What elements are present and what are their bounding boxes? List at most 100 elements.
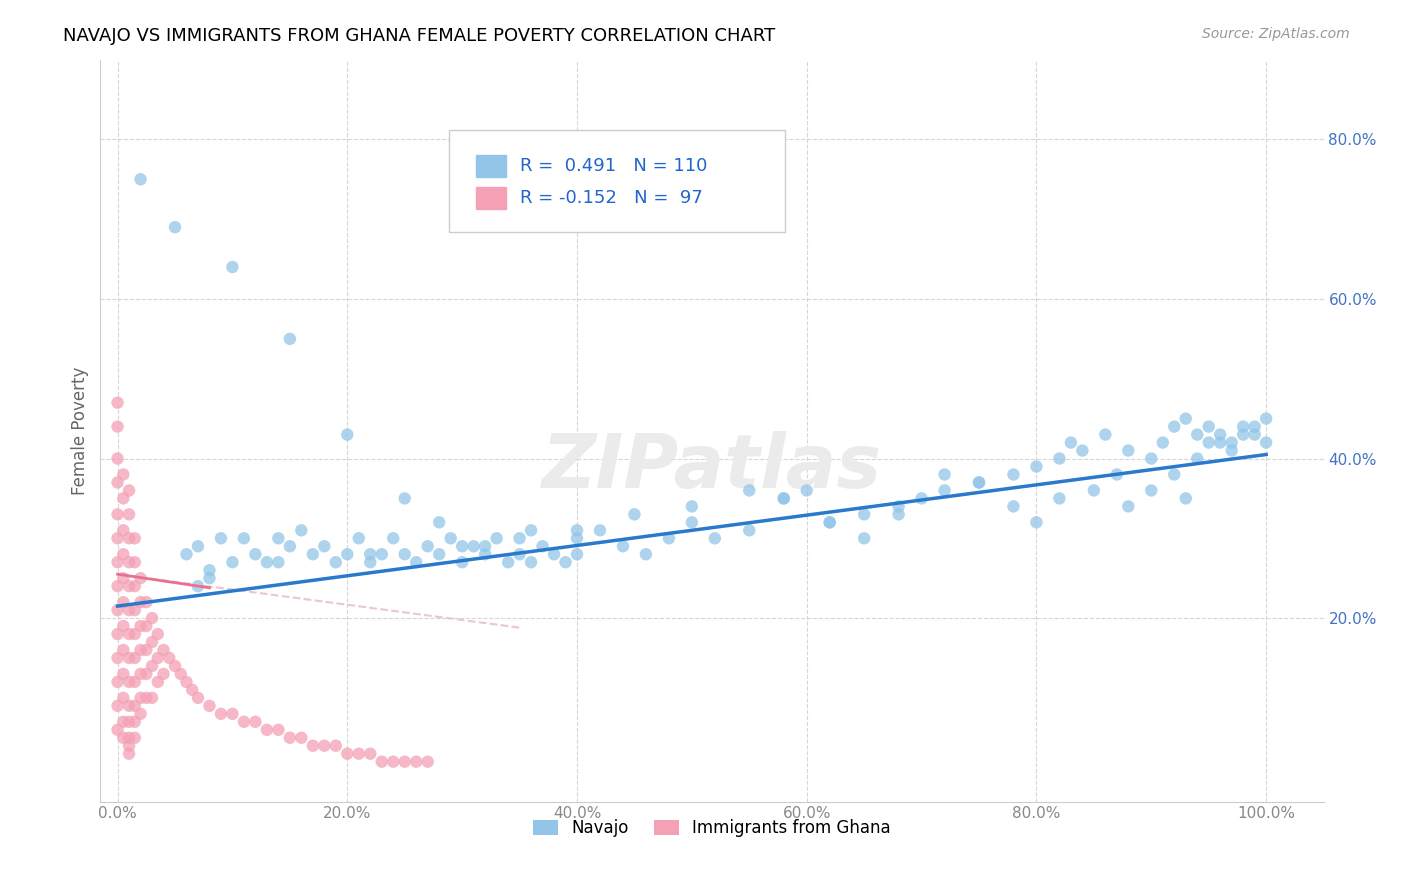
Point	[118, 531, 141, 545]
Point	[612, 539, 634, 553]
Legend: Navajo, Immigrants from Ghana: Navajo, Immigrants from Ghana	[524, 811, 898, 846]
Point	[124, 698, 146, 713]
Point	[107, 475, 129, 490]
Point	[394, 491, 416, 506]
Text: Source: ZipAtlas.com: Source: ZipAtlas.com	[1202, 27, 1350, 41]
Point	[509, 547, 531, 561]
Point	[124, 731, 146, 745]
Point	[336, 747, 359, 761]
Point	[232, 714, 254, 729]
Point	[118, 714, 141, 729]
Point	[107, 419, 129, 434]
Point	[474, 539, 496, 553]
Point	[336, 547, 359, 561]
Point	[405, 755, 427, 769]
Point	[1140, 483, 1163, 498]
Point	[129, 667, 152, 681]
Point	[1025, 516, 1047, 530]
Point	[910, 491, 932, 506]
Point	[278, 731, 301, 745]
Point	[278, 332, 301, 346]
Point	[658, 531, 681, 545]
Point	[107, 579, 129, 593]
Point	[118, 739, 141, 753]
Point	[112, 690, 135, 705]
Point	[187, 539, 209, 553]
Point	[818, 516, 841, 530]
Point	[1220, 435, 1243, 450]
Point	[129, 619, 152, 633]
Point	[1243, 427, 1265, 442]
Point	[124, 651, 146, 665]
Point	[146, 627, 169, 641]
Point	[146, 674, 169, 689]
Point	[440, 531, 463, 545]
Point	[314, 539, 336, 553]
Point	[474, 547, 496, 561]
Point	[347, 531, 370, 545]
Point	[451, 555, 474, 569]
Point	[124, 627, 146, 641]
Point	[1174, 491, 1197, 506]
Point	[1220, 443, 1243, 458]
Point	[176, 674, 198, 689]
Point	[681, 500, 703, 514]
Point	[112, 524, 135, 538]
Point	[118, 508, 141, 522]
Point	[163, 220, 186, 235]
Point	[887, 508, 910, 522]
Point	[1025, 459, 1047, 474]
Point	[359, 747, 381, 761]
Point	[1047, 491, 1070, 506]
Point	[325, 739, 347, 753]
Point	[934, 483, 956, 498]
Point	[135, 667, 157, 681]
Point	[141, 690, 163, 705]
Point	[209, 531, 232, 545]
Point	[141, 611, 163, 625]
Point	[738, 524, 761, 538]
Point	[135, 619, 157, 633]
Point	[451, 539, 474, 553]
Point	[967, 475, 990, 490]
Point	[565, 524, 588, 538]
Point	[1002, 467, 1025, 482]
Point	[1209, 435, 1232, 450]
Point	[520, 555, 543, 569]
Point	[146, 651, 169, 665]
Point	[118, 674, 141, 689]
Point	[290, 524, 312, 538]
Point	[256, 555, 278, 569]
Point	[1198, 419, 1220, 434]
Point	[738, 483, 761, 498]
Point	[187, 690, 209, 705]
Point	[267, 723, 290, 737]
Point	[1152, 435, 1174, 450]
Point	[118, 603, 141, 617]
Point	[772, 491, 794, 506]
Point	[427, 516, 450, 530]
Point	[107, 603, 129, 617]
Point	[118, 483, 141, 498]
Point	[107, 723, 129, 737]
Text: R =  0.491   N = 110: R = 0.491 N = 110	[520, 157, 707, 175]
Point	[267, 555, 290, 569]
Point	[245, 547, 267, 561]
Point	[152, 643, 174, 657]
Point	[1083, 483, 1105, 498]
Point	[170, 667, 193, 681]
Point	[107, 531, 129, 545]
Point	[1118, 500, 1140, 514]
Point	[124, 674, 146, 689]
Point	[934, 467, 956, 482]
Point	[118, 731, 141, 745]
Point	[565, 547, 588, 561]
Point	[382, 531, 405, 545]
Point	[347, 747, 370, 761]
Point	[141, 635, 163, 649]
Text: R = -0.152   N =  97: R = -0.152 N = 97	[520, 189, 703, 207]
Point	[1243, 419, 1265, 434]
Point	[129, 643, 152, 657]
Point	[107, 651, 129, 665]
Point	[107, 451, 129, 466]
